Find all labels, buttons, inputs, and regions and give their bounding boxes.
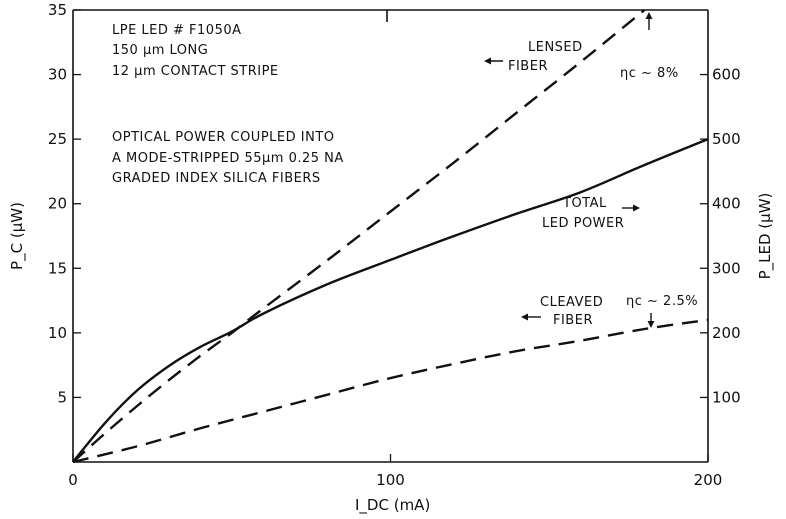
- plot-frame: [72, 9, 709, 463]
- y-right-tick-label: 600: [712, 66, 741, 84]
- lensed-fiber-curve: [72, 9, 646, 463]
- y-axis-right-label: P_LED (μW): [756, 193, 775, 280]
- y-tick-label: 30: [48, 66, 67, 84]
- eta-cleaved-label: ηc ~ 2.5%: [626, 294, 698, 309]
- y-tick-label: 10: [48, 324, 67, 342]
- eta-lensed-label: ηc ~ 8%: [620, 66, 679, 81]
- x-tick-label: 200: [694, 471, 723, 489]
- cleaved-fiber-curve: [72, 318, 709, 464]
- coupling-line-2: A MODE-STRIPPED 55μm 0.25 NA: [112, 151, 344, 166]
- x-tick-label: 0: [68, 471, 78, 489]
- y-tick-label: 35: [48, 1, 67, 19]
- cleaved-label-line-2: FIBER: [553, 313, 593, 328]
- lensed-label-line-1: LENSED: [528, 40, 583, 55]
- y-tick-label: 5: [57, 388, 67, 406]
- coupling-line-1: OPTICAL POWER COUPLED INTO: [112, 130, 335, 145]
- cleaved-label-line-1: CLEAVED: [540, 295, 603, 310]
- y-tick-label: 15: [48, 259, 67, 277]
- ticks-layer: 0 100 200 5 10 15 20 25 30 35 100 200 300 400 500 600: [48, 1, 741, 489]
- total-label-line-1: TOTAL: [562, 196, 607, 211]
- device-length: 150 μm LONG: [112, 43, 208, 58]
- eta-cleaved-arrow-icon: [647, 313, 655, 328]
- y-tick-label: 25: [48, 130, 67, 148]
- y-axis-label: P_C (μW): [8, 202, 27, 270]
- x-axis-label: I_DC (mA): [355, 496, 430, 515]
- lensed-label-line-2: FIBER: [508, 59, 548, 74]
- coupling-line-3: GRADED INDEX SILICA FIBERS: [112, 171, 321, 186]
- lensed-arrow-icon: [484, 57, 503, 65]
- total-label-line-2: LED POWER: [542, 216, 624, 231]
- eta-lensed-arrow-icon: [645, 12, 653, 30]
- total-arrow-icon: [622, 204, 640, 212]
- y-tick-label: 20: [48, 195, 67, 213]
- device-stripe: 12 μm CONTACT STRIPE: [112, 64, 279, 79]
- total-led-power-curve: [72, 137, 709, 463]
- y-right-tick-label: 100: [712, 388, 741, 406]
- y-right-tick-label: 500: [712, 130, 741, 148]
- y-right-tick-label: 300: [712, 259, 741, 277]
- y-right-tick-label: 400: [712, 195, 741, 213]
- cleaved-arrow-icon: [521, 313, 541, 321]
- device-title: LPE LED # F1050A: [112, 23, 242, 38]
- x-tick-label: 100: [376, 471, 405, 489]
- y-right-tick-label: 200: [712, 324, 741, 342]
- curves-layer: [72, 9, 709, 464]
